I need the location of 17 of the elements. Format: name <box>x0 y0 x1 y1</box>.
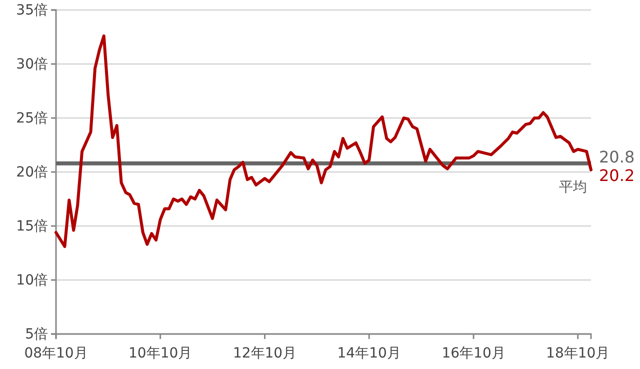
x-tick-label: 18年10月 <box>546 345 610 362</box>
x-tick-label: 12年10月 <box>232 345 297 362</box>
annotation: 20.2 <box>599 166 635 185</box>
x-tick-label: 08年10月 <box>24 345 88 362</box>
line-series <box>54 34 592 248</box>
ref-line-label: 平均 <box>559 179 587 196</box>
x-tick-label: 16年10月 <box>442 345 506 362</box>
x-tick-label: 10年10月 <box>128 345 192 362</box>
y-tick-label: 25倍 <box>16 110 48 126</box>
y-tick-label: 15倍 <box>16 218 48 234</box>
y-tick-label: 30倍 <box>16 56 48 72</box>
y-tick-label: 20倍 <box>16 164 48 180</box>
annotation: 20.8 <box>599 147 635 166</box>
x-tick-label: 14年10月 <box>337 345 401 362</box>
y-tick-label: 5倍 <box>25 326 48 342</box>
y-tick-label: 10倍 <box>16 272 48 288</box>
y-tick-label: 35倍 <box>16 2 48 18</box>
